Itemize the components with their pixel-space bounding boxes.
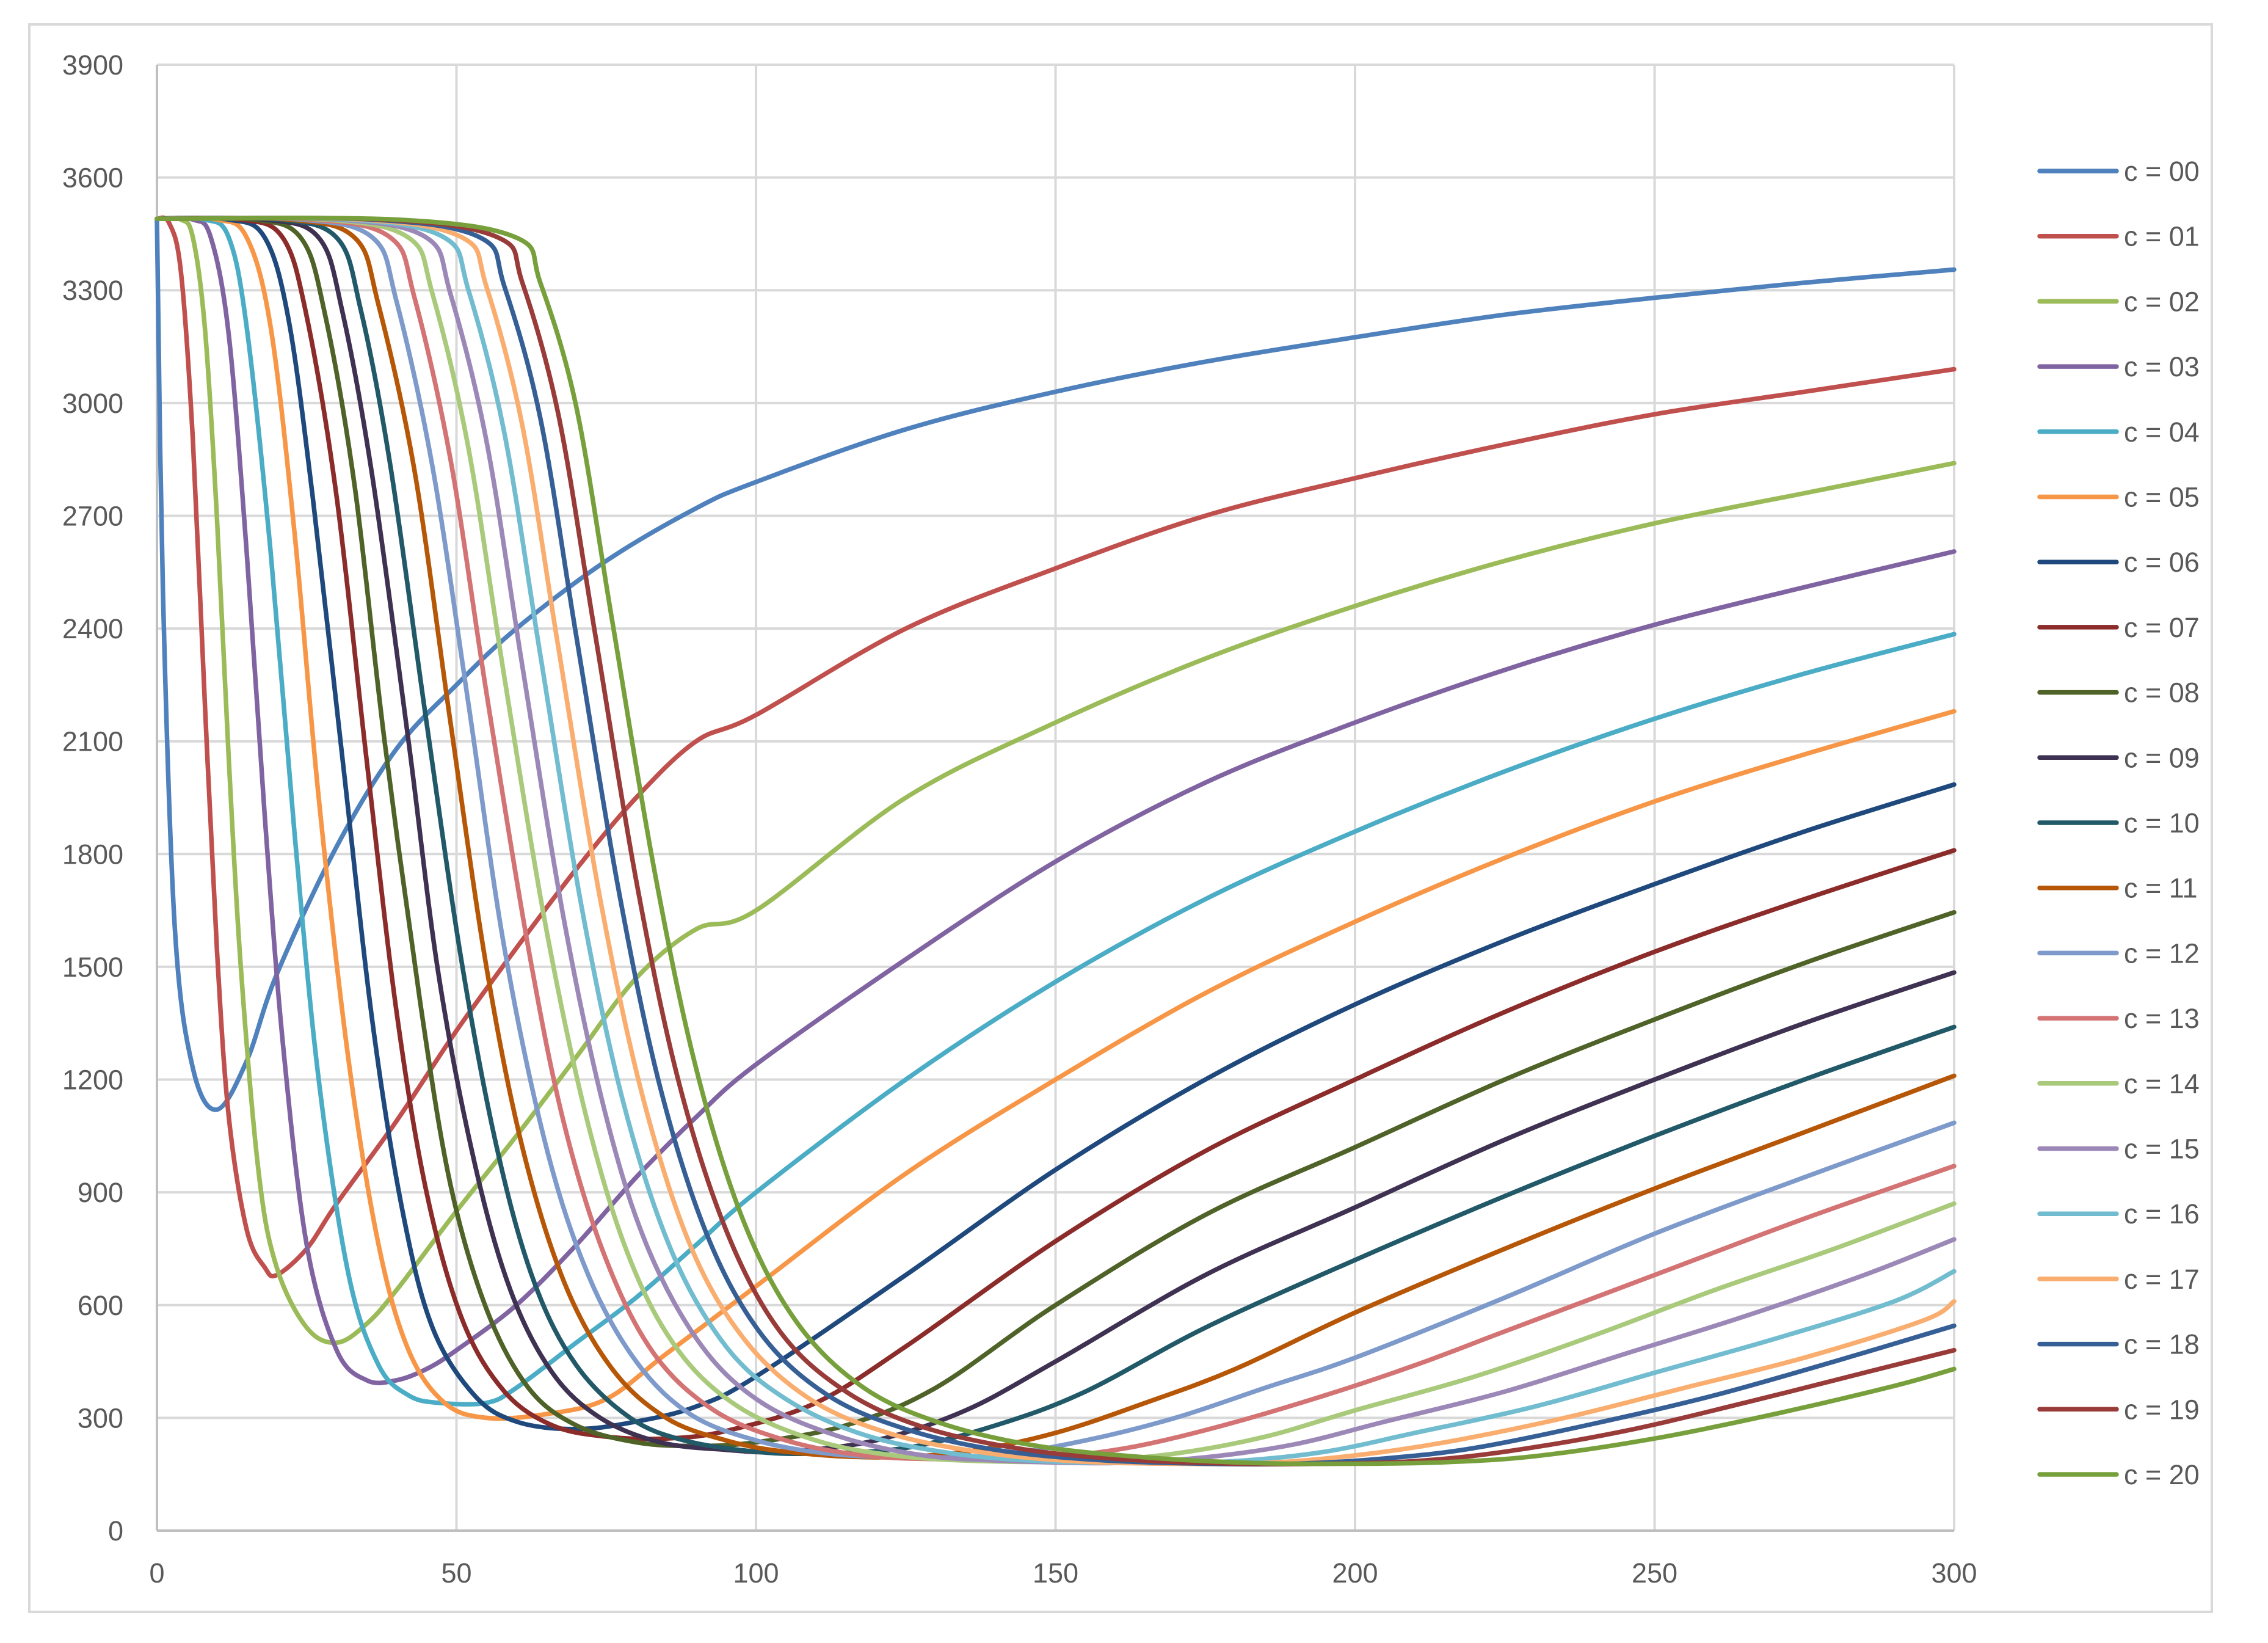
series-lines [154,215,1957,1467]
legend-label: c = 10 [2124,807,2200,839]
series-line-16 [154,216,1957,1465]
y-tick-label: 3600 [62,162,123,194]
series-line-10 [154,216,1957,1457]
series-line-17 [154,216,1957,1466]
series-line-19 [154,216,1957,1466]
legend-label: c = 01 [2124,221,2200,252]
x-tick-label: 50 [441,1557,471,1589]
y-tick-label: 3300 [62,275,123,306]
legend-label: c = 17 [2124,1264,2200,1295]
series-line-8 [154,216,1957,1449]
y-tick-label: 1500 [62,952,123,983]
legend-label: c = 14 [2124,1068,2200,1099]
legend-label: c = 16 [2124,1198,2200,1230]
legend-label: c = 18 [2124,1329,2200,1360]
series-line-0 [154,216,1957,1112]
y-tick-label: 2100 [62,726,123,757]
legend-label: c = 04 [2124,417,2200,448]
series-line-14 [154,216,1957,1465]
axes: 0 50 100 150 200 250 3000300600900120015001800… [62,49,1977,1589]
legend-label: c = 03 [2124,351,2200,382]
legend-label: c = 20 [2124,1459,2200,1490]
legend-label: c = 06 [2124,547,2200,578]
y-tick-label: 900 [78,1177,123,1208]
series-line-5 [154,216,1957,1421]
y-tick-label: 0 [108,1515,123,1546]
legend-label: c = 15 [2124,1134,2200,1165]
legend: c = 00 c = 01 c = 02 c = 03 c = 04 c = 05 c = … [2037,156,2200,1490]
y-tick-label: 2700 [62,500,123,531]
legend-label: c = 11 [2124,873,2198,904]
y-tick-label: 1800 [62,839,123,870]
series-line-4 [154,216,1957,1407]
x-tick-label: 100 [733,1557,779,1589]
legend-label: c = 09 [2124,742,2200,773]
series-line-1 [154,215,1957,1279]
y-tick-label: 3900 [62,49,123,81]
legend-label: c = 02 [2124,286,2200,317]
series-line-3 [154,216,1957,1386]
legend-label: c = 07 [2124,612,2200,643]
series-line-9 [154,216,1957,1455]
legend-label: c = 12 [2124,938,2200,969]
series-line-2 [154,216,1957,1346]
series-line-15 [154,216,1957,1466]
y-tick-label: 600 [78,1290,123,1321]
x-tick-label: 300 [1931,1557,1977,1589]
y-tick-label: 3000 [62,388,123,419]
legend-label: c = 05 [2124,482,2200,513]
series-line-11 [154,216,1957,1460]
x-tick-label: 200 [1332,1557,1378,1589]
legend-label: c = 08 [2124,677,2200,709]
x-tick-label: 250 [1632,1557,1677,1589]
series-line-6 [154,216,1957,1432]
x-tick-label: 0 [149,1557,164,1589]
legend-label: c = 00 [2124,156,2200,187]
legend-label: c = 13 [2124,1003,2200,1034]
y-tick-label: 1200 [62,1065,123,1096]
series-line-20 [154,216,1957,1466]
y-tick-label: 2400 [62,613,123,644]
series-line-13 [154,216,1957,1462]
x-tick-label: 150 [1033,1557,1078,1589]
legend-label: c = 19 [2124,1394,2200,1425]
series-line-12 [154,216,1957,1460]
series-line-18 [154,216,1957,1467]
y-tick-label: 300 [78,1402,123,1434]
